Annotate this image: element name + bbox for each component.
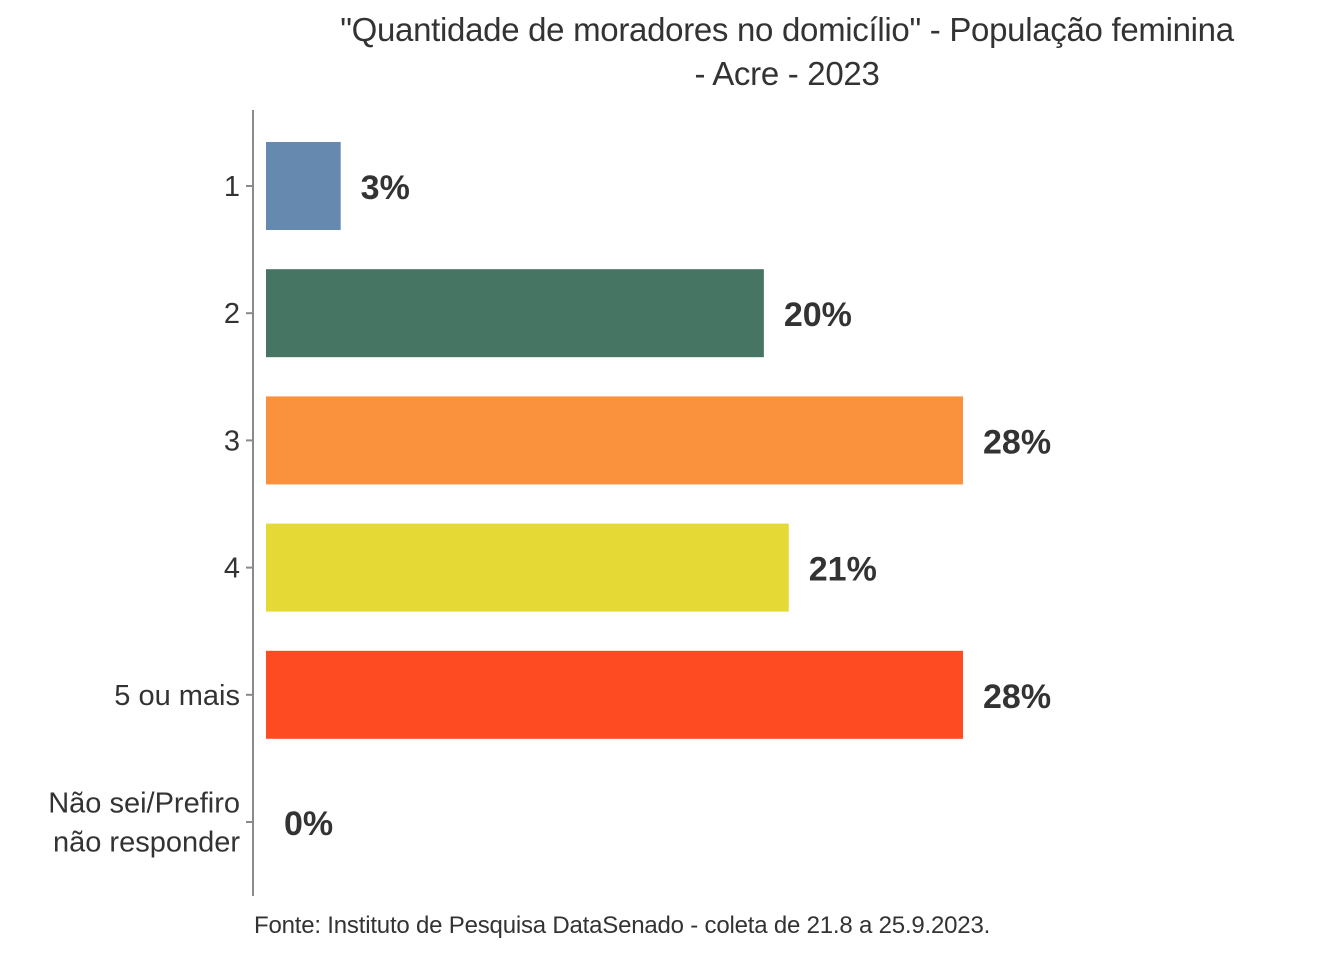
y-tick-label: Não sei/Prefiro não responder (48, 788, 240, 859)
y-tick-label: 5 ou mais (114, 680, 240, 712)
data-label: 28% (983, 678, 1051, 716)
bar-3 (266, 396, 963, 485)
y-tick-label: 2 (224, 298, 240, 330)
bar-4 (266, 523, 789, 612)
bar-2 (266, 269, 764, 358)
chart-caption: Fonte: Instituto de Pesquisa DataSenado … (254, 912, 991, 939)
data-label: 21% (809, 551, 877, 589)
chart-title: "Quantidade de moradores no domicílio" -… (230, 8, 1344, 96)
data-label: 28% (983, 423, 1051, 461)
chart-title-line-2: - Acre - 2023 (694, 55, 880, 92)
data-label: 20% (784, 296, 852, 334)
data-label: 3% (361, 169, 410, 207)
chart-title-line-1: "Quantidade de moradores no domicílio" -… (340, 11, 1234, 48)
bars-group: 1 3% 2 20% 3 28% 4 21% 5 ou mais 28% Não sei/Prefi… (48, 142, 1051, 859)
y-tick-label: 4 (224, 553, 240, 585)
y-tick-label: 3 (224, 425, 240, 457)
data-label: 0% (284, 805, 333, 843)
bar-1 (266, 142, 341, 230)
y-tick-label: 1 (224, 171, 240, 203)
bar-5 (266, 650, 963, 739)
